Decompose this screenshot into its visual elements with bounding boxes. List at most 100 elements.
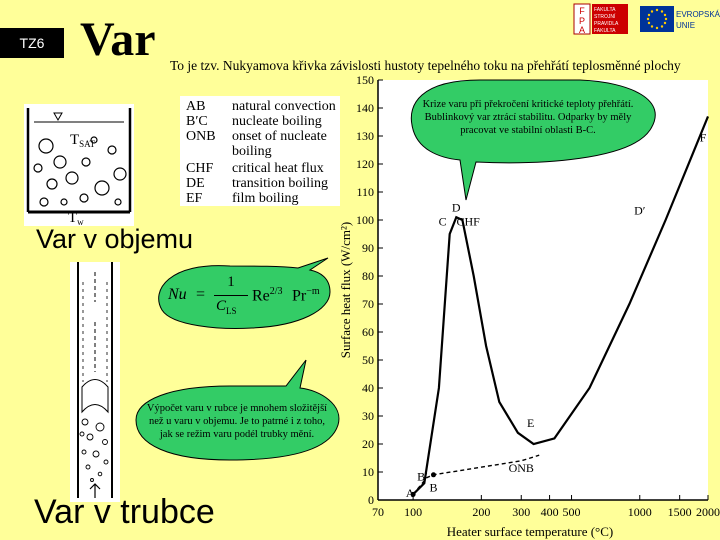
y-tick-label: 130 bbox=[356, 129, 374, 143]
fsi-logo-letter-2: P bbox=[579, 16, 585, 26]
slide-title: Var bbox=[80, 13, 156, 66]
y-tick-label: 110 bbox=[356, 185, 374, 199]
eu-text-1: EVROPSKÁ bbox=[676, 10, 720, 19]
formula-fraction-bar bbox=[214, 295, 248, 296]
x-tick-label: 300 bbox=[512, 505, 530, 519]
x-tick-label: 1000 bbox=[628, 505, 652, 519]
water-level-icon bbox=[53, 112, 63, 122]
boiling-curve-line bbox=[412, 115, 710, 496]
formula-denominator: CLS bbox=[216, 298, 237, 316]
point-label: CHF bbox=[457, 215, 481, 229]
legend-abbr: AB bbox=[186, 99, 206, 114]
pool-svg: TSAT Tw bbox=[26, 108, 132, 227]
bubbles bbox=[33, 136, 127, 207]
formula-callout-bubble bbox=[158, 257, 331, 329]
eu-stars bbox=[646, 8, 668, 30]
y-tick-label: 30 bbox=[362, 409, 374, 423]
legend-abbr: EF bbox=[186, 191, 203, 206]
logo-area: F P A FAKULTA STROJNÍ PRAVIDLA FAKULTA E… bbox=[572, 0, 720, 38]
fsi-logo-line-3: PRAVIDLA bbox=[594, 21, 619, 27]
formula-numerator: 1 bbox=[227, 274, 235, 290]
slide-badge-text: TZ6 bbox=[19, 35, 45, 51]
legend-abbr: ONB bbox=[186, 129, 216, 144]
fsi-logo-letter-3: A bbox=[579, 25, 585, 35]
x-tick-label: 70 bbox=[372, 505, 384, 519]
y-axis-label: Surface heat flux (W/cm²) bbox=[338, 222, 353, 358]
point-label: B′ bbox=[417, 469, 428, 483]
fsi-logo-block bbox=[592, 4, 628, 34]
point-label: B bbox=[429, 481, 437, 495]
formula-pr: Pr−m bbox=[292, 286, 320, 305]
tube-callout-text: Výpočet varu v rubce je mnohem složitějš… bbox=[146, 403, 328, 441]
y-tick-label: 150 bbox=[356, 73, 374, 87]
fsi-logo-line-1: FAKULTA bbox=[594, 7, 616, 13]
tube-svg bbox=[77, 262, 113, 498]
slide-subtitle: To je tzv. Nukyamova křivka závislosti h… bbox=[170, 58, 681, 73]
legend-desc: nucleate boiling bbox=[232, 114, 322, 129]
flow-arrow-icon bbox=[89, 483, 101, 498]
label-pool-boiling: Var v objemu bbox=[36, 224, 194, 254]
point-label: A bbox=[406, 486, 415, 500]
x-tick-label: 200 bbox=[472, 505, 490, 519]
y-tick-label: 80 bbox=[362, 269, 374, 283]
tw-label: Tw bbox=[68, 210, 84, 226]
point-label: F bbox=[700, 131, 707, 145]
point-label: E bbox=[527, 416, 534, 430]
tsat-label: TSAT bbox=[70, 132, 96, 149]
legend-abbr: B′C bbox=[186, 114, 208, 129]
legend-desc: critical heat flux bbox=[232, 161, 324, 176]
y-axis-ticks: 0 10 20 30 40 50 60 70 80 90 100 110 120 130 140 150 bbox=[356, 73, 383, 507]
label-tube-boiling: Var v trubce bbox=[34, 493, 215, 531]
legend-desc: onset of nucleate bbox=[232, 129, 327, 144]
nusselt-formula: Nu = 1 CLS Re2/3 Pr−m bbox=[162, 274, 322, 318]
point-label: D bbox=[452, 201, 461, 215]
x-tick-label: 1500 bbox=[668, 505, 692, 519]
legend-abbr: DE bbox=[186, 176, 205, 191]
x-axis-label: Heater surface temperature (°C) bbox=[447, 524, 614, 539]
y-tick-label: 60 bbox=[362, 325, 374, 339]
fsi-logo-line-2: STROJNÍ bbox=[594, 13, 616, 20]
formula-lhs: Nu bbox=[168, 286, 187, 303]
eu-text-2: UNIE bbox=[676, 21, 695, 30]
fsi-logo-line-4: FAKULTA bbox=[594, 28, 616, 34]
y-tick-label: 90 bbox=[362, 241, 374, 255]
formula-re: Re2/3 bbox=[252, 286, 283, 305]
point-label: C bbox=[439, 215, 447, 229]
y-tick-label: 0 bbox=[368, 493, 374, 507]
legend-desc: transition boiling bbox=[232, 176, 329, 191]
y-tick-label: 70 bbox=[362, 297, 374, 311]
legend-desc: natural convection bbox=[232, 99, 336, 114]
point-label: ONB bbox=[509, 461, 534, 475]
tube-boiling-illustration bbox=[70, 262, 120, 502]
x-axis-ticks: 70 100 200 300 400 500 1000 1500 2000 bbox=[372, 495, 720, 519]
curve-marker bbox=[410, 491, 416, 497]
x-tick-label: 2000 bbox=[696, 505, 720, 519]
x-tick-label: 100 bbox=[404, 505, 422, 519]
tube-callout-bubble bbox=[135, 359, 340, 461]
pool-boiling-illustration: TSAT Tw bbox=[24, 104, 134, 227]
y-tick-label: 20 bbox=[362, 437, 374, 451]
legend-abbr: CHF bbox=[186, 161, 214, 176]
formula-equals: = bbox=[196, 286, 206, 303]
point-label: D′ bbox=[634, 203, 646, 217]
y-tick-label: 50 bbox=[362, 353, 374, 367]
y-tick-label: 10 bbox=[362, 465, 374, 479]
chf-callout-bubble bbox=[410, 79, 656, 201]
legend-desc: film boiling bbox=[232, 191, 299, 206]
chf-callout-text: Krize varu při překročení kritické teplo… bbox=[422, 99, 634, 137]
x-tick-label: 500 bbox=[563, 505, 581, 519]
slide-badge: TZ6 bbox=[0, 28, 64, 58]
regime-legend: AB natural convection B′C nucleate boiling… bbox=[180, 96, 340, 206]
tube-bubbles bbox=[79, 418, 109, 482]
y-tick-label: 100 bbox=[356, 213, 374, 227]
fsi-logo-letter-1: F bbox=[579, 6, 585, 16]
curve-marker bbox=[430, 472, 436, 478]
y-tick-label: 140 bbox=[356, 101, 374, 115]
y-tick-label: 120 bbox=[356, 157, 374, 171]
legend-desc: boiling bbox=[232, 144, 272, 159]
x-tick-label: 400 bbox=[541, 505, 559, 519]
logos-svg: F P A FAKULTA STROJNÍ PRAVIDLA FAKULTA E… bbox=[573, 3, 720, 35]
y-tick-label: 40 bbox=[362, 381, 374, 395]
